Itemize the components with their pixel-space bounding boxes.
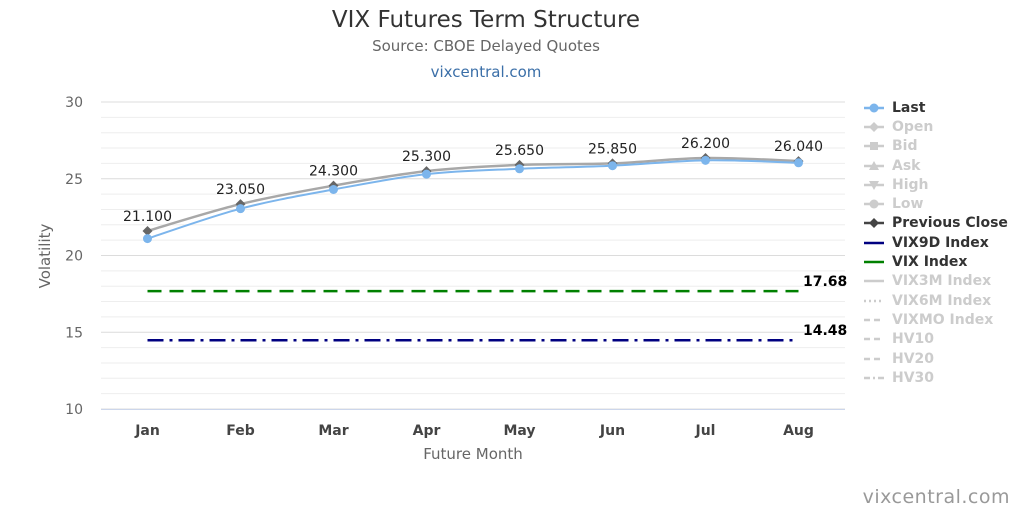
legend-label: Ask — [892, 157, 921, 174]
credit-text: vixcentral.com — [862, 486, 1010, 508]
legend-item[interactable]: Bid — [862, 137, 1008, 156]
series-line-previous-close — [147, 156, 799, 233]
legend-symbol-icon — [864, 376, 884, 380]
data-label: 25.850 — [588, 141, 637, 157]
last-point[interactable] — [422, 169, 431, 179]
legend-symbol-icon — [864, 299, 884, 302]
x-axis-title: Future Month — [423, 445, 523, 463]
legend: Last Open Bid Ask High Low Previous Close VIX9D… — [862, 98, 1008, 387]
data-label: 21.100 — [123, 209, 172, 225]
y-tick-label: 15 — [65, 325, 83, 341]
reference-lines: 17.68 14.48 — [147, 274, 847, 342]
x-tick-label: May — [503, 423, 535, 439]
last-point[interactable] — [236, 204, 245, 214]
legend-label: HV10 — [892, 331, 935, 348]
legend-label: HV30 — [892, 369, 935, 386]
y-tick-label: 20 — [65, 249, 83, 265]
legend-item[interactable]: VIX Index — [862, 252, 1008, 271]
legend-label: High — [892, 176, 929, 193]
reference-line-label: 17.68 — [803, 274, 847, 290]
legend-symbol-icon — [864, 357, 884, 360]
legend-symbol-icon — [864, 103, 884, 113]
legend-label: VIXMO Index — [892, 311, 994, 328]
legend-label: Bid — [892, 138, 918, 155]
legend-item[interactable]: Low — [862, 194, 1008, 213]
data-label: 26.040 — [774, 139, 823, 155]
y-axis-title: Volatility — [36, 223, 54, 288]
x-tick-label: Mar — [318, 423, 348, 439]
x-axis: Jan Feb Mar Apr May Jun Jul Aug — [101, 409, 845, 439]
legend-symbol-icon — [864, 241, 884, 244]
x-tick-label: Jan — [134, 423, 160, 439]
legend-symbol-icon — [864, 160, 884, 170]
last-point[interactable] — [515, 164, 524, 174]
legend-symbol-icon — [864, 199, 884, 209]
legend-label: Previous Close — [892, 215, 1008, 232]
x-tick-label: Aug — [783, 423, 814, 439]
x-tick-label: Feb — [226, 423, 255, 439]
legend-item[interactable]: High — [862, 175, 1008, 194]
data-labels: 21.100 23.050 24.300 25.300 25.650 25.850 26.2… — [123, 136, 823, 225]
series — [142, 153, 804, 244]
legend-symbol-icon — [864, 318, 884, 322]
legend-item[interactable]: VIX9D Index — [862, 233, 1008, 252]
legend-item[interactable]: VIX3M Index — [862, 272, 1008, 291]
last-point[interactable] — [608, 161, 617, 171]
x-tick-label: Apr — [413, 423, 441, 439]
legend-symbol-icon — [864, 121, 884, 132]
legend-label: Open — [892, 118, 934, 135]
y-tick-label: 25 — [65, 172, 83, 188]
chart-subtitle: Source: CBOE Delayed Quotes — [372, 37, 600, 55]
legend-label: Last — [892, 99, 926, 116]
legend-symbol-icon — [864, 337, 884, 341]
legend-label: VIX6M Index — [892, 292, 992, 309]
data-label: 24.300 — [309, 164, 358, 180]
chart-title: VIX Futures Term Structure — [331, 7, 641, 33]
legend-label: HV20 — [892, 350, 935, 367]
data-label: 25.650 — [495, 143, 544, 159]
x-tick-label: Jun — [599, 423, 625, 439]
last-point[interactable] — [143, 234, 152, 244]
y-tick-label: 30 — [65, 95, 83, 111]
y-tick-label: 10 — [65, 402, 83, 418]
last-point[interactable] — [329, 184, 338, 194]
source-link[interactable]: vixcentral.com — [430, 63, 542, 81]
legend-symbol-icon — [864, 180, 884, 190]
data-label: 25.300 — [402, 149, 451, 165]
data-label: 23.050 — [216, 182, 265, 198]
x-tick-label: Jul — [695, 423, 716, 439]
legend-symbol-icon — [864, 142, 884, 151]
legend-symbol-icon — [864, 260, 884, 264]
legend-symbol-icon — [864, 218, 884, 229]
legend-label: VIX3M Index — [892, 273, 992, 290]
legend-item[interactable]: HV20 — [862, 349, 1008, 368]
grid — [101, 101, 845, 410]
legend-item[interactable]: HV30 — [862, 368, 1008, 387]
legend-item[interactable]: Ask — [862, 156, 1008, 175]
legend-label: VIX Index — [892, 254, 968, 271]
legend-item[interactable]: Previous Close — [862, 214, 1008, 233]
legend-label: VIX9D Index — [892, 234, 989, 251]
legend-item[interactable]: Last — [862, 98, 1008, 117]
legend-item[interactable]: VIX6M Index — [862, 291, 1008, 310]
legend-item[interactable]: HV10 — [862, 330, 1008, 349]
reference-line-label: 14.48 — [803, 323, 847, 339]
last-point[interactable] — [701, 155, 710, 165]
last-point[interactable] — [794, 158, 803, 168]
series-line-last — [147, 159, 799, 240]
legend-label: Low — [892, 196, 924, 213]
y-axis: 10 15 20 25 30 — [65, 95, 83, 418]
legend-item[interactable]: VIXMO Index — [862, 310, 1008, 329]
legend-item[interactable]: Open — [862, 117, 1008, 136]
data-label: 26.200 — [681, 136, 730, 152]
legend-symbol-icon — [864, 280, 884, 283]
previous-close-point[interactable] — [142, 225, 153, 236]
